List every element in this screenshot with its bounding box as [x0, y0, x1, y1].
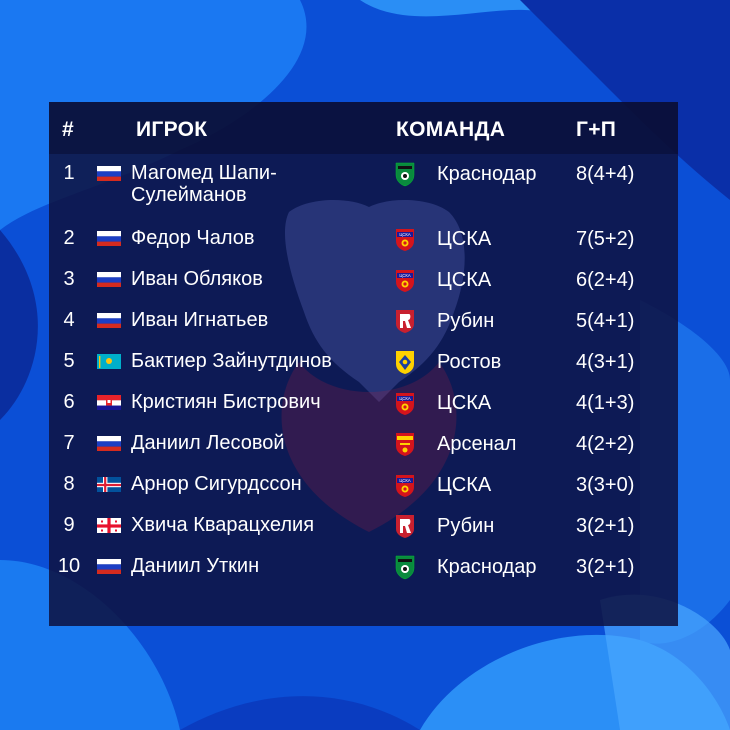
russia-flag-icon: [97, 435, 121, 451]
player-name: Кристиян Бистрович: [131, 391, 321, 413]
iceland-flag-icon: [97, 476, 121, 492]
player-name: Арнор Сигурдссон: [131, 473, 302, 495]
rubin-logo-icon: [394, 308, 416, 334]
georgia-flag-icon: [97, 517, 121, 533]
player-name: Даниил Лесовой: [131, 432, 285, 454]
player-name: Федор Чалов: [131, 227, 255, 249]
header-player: ИГРОК: [136, 118, 208, 141]
team-name: Рубин: [437, 310, 495, 332]
team-name: Краснодар: [437, 556, 537, 578]
goals-assists: 3(3+0): [576, 474, 635, 496]
svg-text:ЦСКА: ЦСКА: [399, 478, 411, 483]
row-number: 9: [63, 514, 75, 536]
table-row: 8 Арнор Сигурдссон ЦСКА ЦСКА 3(3+0): [49, 473, 678, 513]
row-number: 8: [63, 473, 75, 495]
team-name: ЦСКА: [437, 228, 492, 250]
team-name: ЦСКА: [437, 474, 492, 496]
row-number: 10: [57, 555, 81, 577]
table-row: 7 Даниил Лесовой Арсенал 4(2+2): [49, 432, 678, 472]
goals-assists: 3(2+1): [576, 515, 635, 537]
arsenal-logo-icon: [394, 431, 416, 457]
goals-assists: 7(5+2): [576, 228, 635, 250]
russia-flag-icon: [97, 165, 121, 181]
team-name: Краснодар: [437, 163, 537, 185]
kazakhstan-flag-icon: [97, 353, 121, 369]
row-number: 3: [63, 268, 75, 290]
table-header: # ИГРОК КОМАНДА Г+П: [49, 102, 678, 154]
goals-assists: 8(4+4): [576, 163, 635, 185]
cska-logo-icon: ЦСКА: [394, 390, 416, 416]
header-team: КОМАНДА: [396, 118, 506, 141]
scorers-table: # ИГРОК КОМАНДА Г+П 1 Магомед Шапи-Сулейм…: [49, 102, 678, 626]
row-number: 4: [63, 309, 75, 331]
header-stat: Г+П: [576, 118, 617, 141]
krasnodar-logo-icon: [394, 554, 416, 580]
team-name: Арсенал: [437, 433, 517, 455]
player-name: Иван Игнатьев: [131, 309, 269, 331]
table-row: 9 Хвича Кварацхелия Рубин 3(2+1): [49, 514, 678, 554]
goals-assists: 5(4+1): [576, 310, 635, 332]
team-name: Рубин: [437, 515, 495, 537]
player-name: Иван Обляков: [131, 268, 263, 290]
rubin-logo-icon: [394, 513, 416, 539]
player-name: Хвича Кварацхелия: [131, 514, 315, 536]
russia-flag-icon: [97, 271, 121, 287]
player-name: Магомед Шапи-Сулейманов: [131, 162, 277, 206]
team-name: ЦСКА: [437, 269, 492, 291]
table-row: 2 Федор Чалов ЦСКА ЦСКА 7(5+2): [49, 227, 678, 267]
cska-logo-icon: ЦСКА: [394, 226, 416, 252]
row-number: 1: [63, 162, 75, 184]
table-row: 3 Иван Обляков ЦСКА ЦСКА 6(2+4): [49, 268, 678, 308]
row-number: 2: [63, 227, 75, 249]
svg-text:ЦСКА: ЦСКА: [399, 273, 411, 278]
table-row: 10 Даниил Уткин Краснодар 3(2+1): [49, 555, 678, 595]
russia-flag-icon: [97, 230, 121, 246]
cska-logo-icon: ЦСКА: [394, 472, 416, 498]
goals-assists: 4(2+2): [576, 433, 635, 455]
goals-assists: 3(2+1): [576, 556, 635, 578]
goals-assists: 6(2+4): [576, 269, 635, 291]
russia-flag-icon: [97, 312, 121, 328]
rostov-logo-icon: [394, 349, 416, 375]
row-number: 7: [63, 432, 75, 454]
cska-logo-icon: ЦСКА: [394, 267, 416, 293]
table-row: 4 Иван Игнатьев Рубин 5(4+1): [49, 309, 678, 349]
table-row: 1 Магомед Шапи-Сулейманов Краснодар 8(4+4): [49, 161, 678, 206]
krasnodar-logo-icon: [394, 161, 416, 187]
team-name: ЦСКА: [437, 392, 492, 414]
team-name: Ростов: [437, 351, 502, 373]
table-row: 5 Бактиер Зайнутдинов Ростов 4(3+1): [49, 350, 678, 390]
row-number: 6: [63, 391, 75, 413]
row-number: 5: [63, 350, 75, 372]
player-name: Даниил Уткин: [131, 555, 260, 577]
header-num: #: [62, 118, 74, 141]
goals-assists: 4(3+1): [576, 351, 635, 373]
russia-flag-icon: [97, 558, 121, 574]
player-name: Бактиер Зайнутдинов: [131, 350, 332, 372]
svg-text:ЦСКА: ЦСКА: [399, 396, 411, 401]
svg-text:ЦСКА: ЦСКА: [399, 232, 411, 237]
croatia-flag-icon: [97, 394, 121, 410]
goals-assists: 4(1+3): [576, 392, 635, 414]
table-row: 6 Кристиян Бистрович ЦСКА ЦСКА 4(1+3): [49, 391, 678, 431]
